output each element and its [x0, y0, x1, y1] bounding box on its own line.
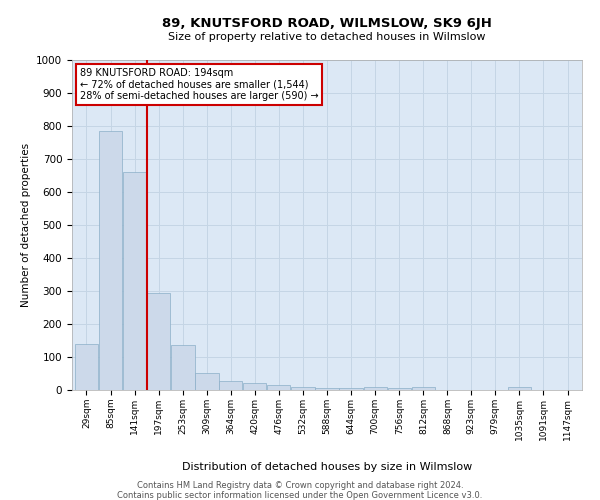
Bar — [75, 344, 98, 390]
Y-axis label: Number of detached properties: Number of detached properties — [20, 143, 31, 307]
Text: Contains public sector information licensed under the Open Government Licence v3: Contains public sector information licen… — [118, 491, 482, 500]
Bar — [291, 386, 314, 390]
Text: 89, KNUTSFORD ROAD, WILMSLOW, SK9 6JH: 89, KNUTSFORD ROAD, WILMSLOW, SK9 6JH — [162, 18, 492, 30]
Bar — [267, 385, 290, 390]
Bar — [171, 346, 194, 390]
Bar — [412, 386, 435, 390]
Bar — [364, 386, 387, 390]
Text: 89 KNUTSFORD ROAD: 194sqm
← 72% of detached houses are smaller (1,544)
28% of se: 89 KNUTSFORD ROAD: 194sqm ← 72% of detac… — [80, 68, 318, 102]
Text: Contains HM Land Registry data © Crown copyright and database right 2024.: Contains HM Land Registry data © Crown c… — [137, 481, 463, 490]
Bar — [219, 381, 242, 390]
Bar — [243, 384, 266, 390]
Bar — [508, 386, 531, 390]
Bar — [99, 131, 122, 390]
Text: Distribution of detached houses by size in Wilmslow: Distribution of detached houses by size … — [182, 462, 472, 472]
Text: Size of property relative to detached houses in Wilmslow: Size of property relative to detached ho… — [168, 32, 486, 42]
Bar — [147, 292, 170, 390]
Bar — [388, 388, 411, 390]
Bar — [340, 388, 363, 390]
Bar — [316, 388, 338, 390]
Bar — [123, 172, 146, 390]
Bar — [195, 373, 218, 390]
